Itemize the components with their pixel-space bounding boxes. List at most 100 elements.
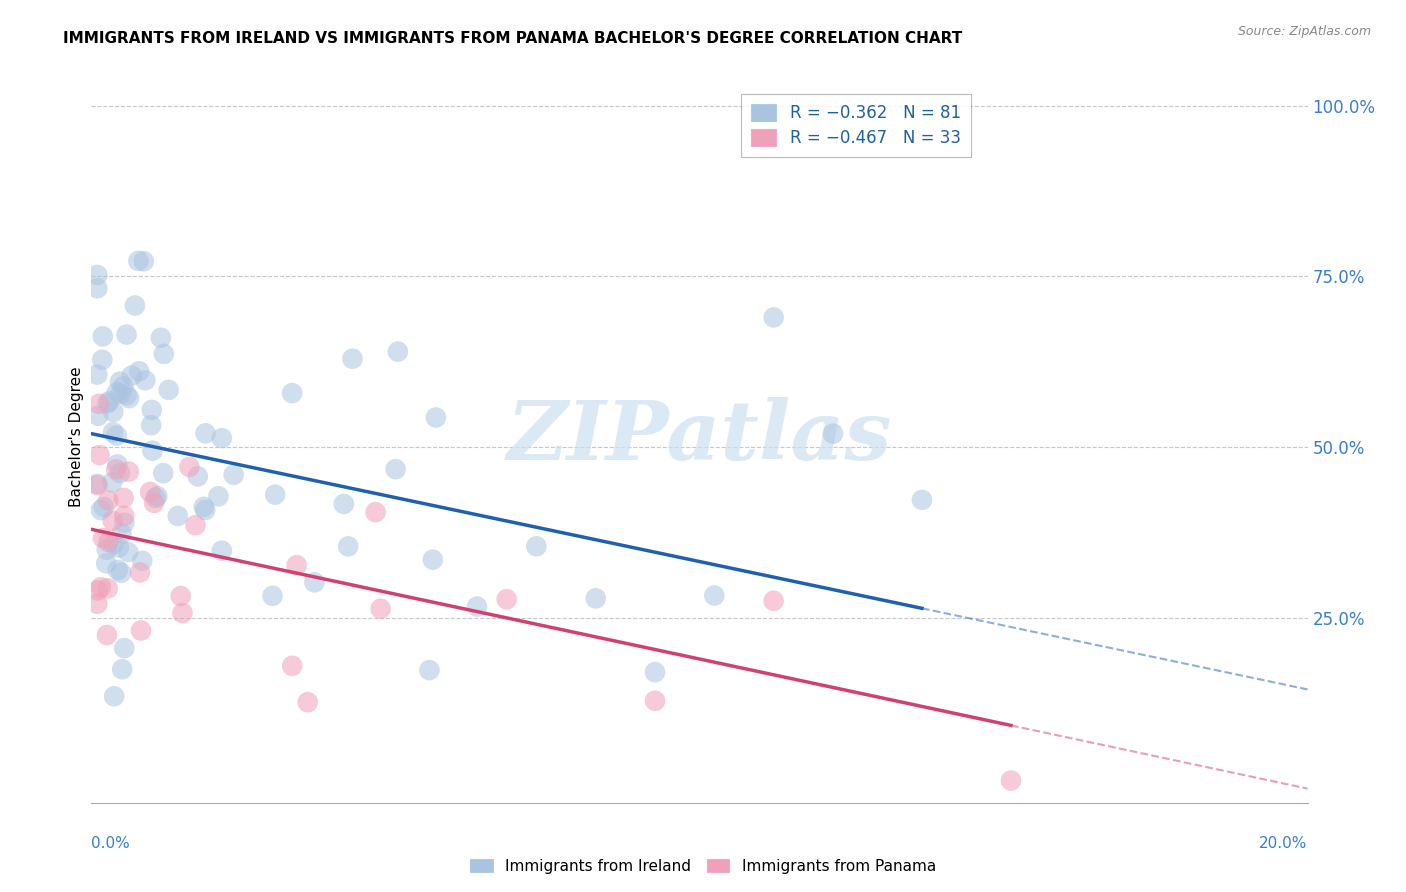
Point (153, 347, 176, 361)
Point (131, 554, 153, 568)
Legend: R = −0.362   N = 81, R = −0.467   N = 33: R = −0.362 N = 81, R = −0.467 N = 33 (741, 95, 972, 157)
Point (762, 310, 785, 325)
Point (821, 426, 844, 441)
Point (333, 497, 356, 511)
Point (149, 331, 172, 345)
Point (89, 448, 111, 462)
Point (97, 493, 120, 508)
Point (262, 589, 284, 603)
Point (86, 583, 108, 598)
Point (170, 589, 193, 603)
Point (97, 582, 120, 596)
Point (370, 601, 392, 615)
Point (110, 386, 132, 401)
Point (425, 410, 447, 425)
Point (101, 514, 124, 528)
Point (87, 409, 110, 423)
Point (105, 428, 128, 442)
Point (129, 566, 152, 580)
Point (110, 566, 132, 580)
Point (157, 383, 180, 397)
Point (97, 535, 120, 549)
Point (194, 503, 217, 517)
Point (87, 397, 110, 411)
Point (132, 254, 155, 268)
Point (264, 488, 287, 502)
Point (111, 662, 134, 676)
Point (172, 606, 194, 620)
Point (145, 491, 167, 505)
Point (91, 329, 114, 343)
Point (644, 665, 666, 680)
Point (121, 368, 143, 383)
Point (101, 475, 124, 490)
Point (105, 385, 128, 400)
Point (112, 641, 135, 656)
Point (187, 469, 209, 483)
Point (96, 542, 118, 557)
Text: IMMIGRANTS FROM IRELAND VS IMMIGRANTS FROM PANAMA BACHELOR'S DEGREE CORRELATION : IMMIGRANTS FROM IRELAND VS IMMIGRANTS FR… (63, 31, 963, 46)
Point (129, 624, 152, 638)
Point (194, 426, 217, 441)
Point (139, 484, 162, 499)
Point (524, 539, 547, 553)
Text: ZIPatlas: ZIPatlas (506, 397, 893, 477)
Point (96, 396, 118, 410)
Point (222, 467, 245, 482)
Point (103, 537, 125, 551)
Point (107, 458, 129, 472)
Point (418, 663, 440, 677)
Point (644, 694, 666, 708)
Point (86, 281, 108, 295)
Point (141, 443, 163, 458)
Text: 0.0%: 0.0% (91, 836, 131, 851)
Point (86, 368, 108, 382)
Point (762, 594, 785, 608)
Point (115, 327, 138, 342)
Point (285, 558, 308, 573)
Text: 20.0%: 20.0% (1260, 836, 1308, 851)
Point (91, 352, 114, 367)
Point (207, 489, 229, 503)
Point (86, 477, 108, 491)
Point (108, 375, 131, 389)
Point (1000, 773, 1022, 788)
Point (103, 690, 125, 704)
Point (134, 373, 156, 387)
Point (495, 592, 517, 607)
Y-axis label: Bachelor's Degree: Bachelor's Degree (69, 367, 84, 508)
Point (179, 459, 201, 474)
Point (112, 491, 135, 505)
Point (128, 364, 150, 378)
Point (124, 298, 146, 312)
Point (118, 391, 141, 405)
Point (117, 545, 139, 559)
Point (112, 508, 135, 523)
Point (118, 465, 141, 479)
Point (211, 431, 233, 445)
Text: Source: ZipAtlas.com: Source: ZipAtlas.com (1237, 25, 1371, 38)
Point (112, 516, 135, 530)
Point (166, 508, 188, 523)
Point (304, 575, 326, 590)
Point (90, 580, 112, 594)
Point (107, 563, 129, 577)
Point (703, 589, 725, 603)
Point (281, 658, 304, 673)
Point (127, 253, 149, 268)
Point (98, 394, 121, 409)
Point (585, 591, 607, 606)
Point (105, 462, 128, 476)
Point (108, 466, 131, 480)
Point (93, 500, 115, 514)
Point (101, 425, 124, 440)
Point (107, 541, 129, 555)
Point (112, 379, 135, 393)
Point (193, 500, 215, 514)
Point (152, 467, 174, 481)
Point (465, 599, 488, 614)
Point (91, 531, 114, 545)
Point (86, 478, 108, 492)
Point (96, 557, 118, 571)
Point (384, 462, 406, 476)
